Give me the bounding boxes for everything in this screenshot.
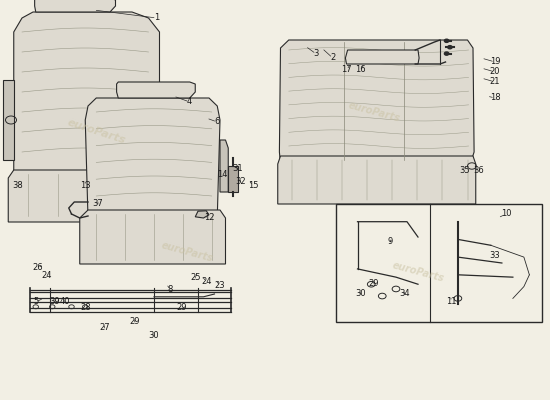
Text: 26: 26 (32, 264, 43, 272)
Text: 6: 6 (214, 118, 220, 126)
Bar (336, 204, 542, 322)
Text: 34: 34 (399, 290, 410, 298)
Polygon shape (195, 211, 209, 218)
Text: 31: 31 (232, 164, 243, 172)
Circle shape (444, 52, 449, 55)
Polygon shape (35, 0, 116, 12)
Text: 29: 29 (129, 318, 140, 326)
Text: euroParts: euroParts (391, 260, 445, 284)
Text: 2: 2 (330, 54, 336, 62)
Text: 1: 1 (154, 14, 160, 22)
Text: 14: 14 (217, 170, 228, 178)
Text: 16: 16 (355, 66, 366, 74)
Text: 35: 35 (459, 166, 470, 174)
Circle shape (448, 46, 452, 49)
Text: 32: 32 (235, 178, 246, 186)
Text: 15: 15 (248, 182, 258, 190)
Text: 33: 33 (490, 252, 500, 260)
Text: 21: 21 (490, 78, 500, 86)
Polygon shape (14, 12, 159, 178)
Text: 19: 19 (490, 58, 500, 66)
Text: euroParts: euroParts (160, 240, 214, 264)
Text: 30: 30 (148, 332, 159, 340)
Polygon shape (85, 98, 220, 218)
Text: 40: 40 (59, 298, 70, 306)
Text: 24: 24 (201, 278, 212, 286)
Text: 18: 18 (490, 94, 500, 102)
Text: 11: 11 (446, 298, 456, 306)
Text: 37: 37 (92, 200, 103, 208)
Polygon shape (278, 156, 476, 204)
Text: 17: 17 (341, 66, 352, 74)
Polygon shape (117, 82, 195, 98)
Text: 13: 13 (80, 182, 91, 190)
Polygon shape (279, 40, 474, 164)
Text: 9: 9 (388, 238, 393, 246)
Polygon shape (3, 80, 14, 160)
Text: 30: 30 (355, 290, 366, 298)
Text: 28: 28 (80, 304, 91, 312)
Text: 12: 12 (204, 214, 214, 222)
Text: 38: 38 (13, 182, 24, 190)
Text: euroParts: euroParts (347, 100, 401, 124)
Polygon shape (345, 50, 419, 64)
Text: 36: 36 (473, 166, 484, 174)
Text: 3: 3 (314, 50, 319, 58)
Text: 25: 25 (190, 274, 201, 282)
Text: 29: 29 (176, 304, 187, 312)
Polygon shape (80, 210, 226, 264)
Polygon shape (8, 170, 168, 222)
Text: 39: 39 (50, 298, 60, 306)
Text: 24: 24 (41, 272, 52, 280)
Text: 5: 5 (33, 298, 39, 306)
Bar (228, 166, 238, 192)
Text: 29: 29 (368, 280, 379, 288)
Text: 23: 23 (214, 282, 225, 290)
Text: 20: 20 (490, 68, 500, 76)
Circle shape (444, 39, 449, 42)
Text: 10: 10 (500, 210, 512, 218)
Text: 27: 27 (99, 324, 110, 332)
Polygon shape (220, 140, 228, 192)
Text: euroParts: euroParts (66, 118, 126, 146)
Text: 4: 4 (187, 98, 192, 106)
Text: 8: 8 (168, 286, 173, 294)
